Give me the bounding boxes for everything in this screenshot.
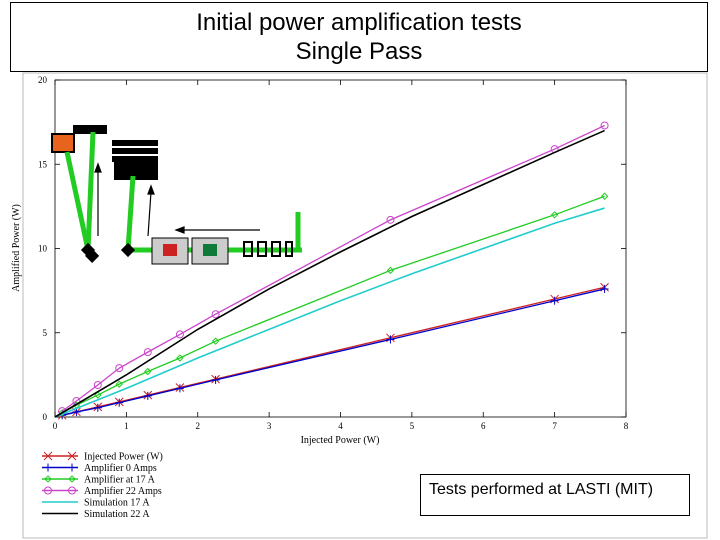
title-line-2: Single Pass [295,38,423,65]
series-line [61,286,605,416]
chart-legend: Injected Power (W)Amplifier 0 AmpsAmplif… [42,452,163,520]
series-line [61,288,605,416]
legend-item: Injected Power (W) [42,452,163,463]
x-tick-label: 1 [124,421,129,431]
data-point [143,348,152,357]
arrow-icons [94,162,260,237]
optical-setup-diagram [51,125,302,265]
data-point [115,364,124,373]
amplifier-stack-icon [112,140,158,180]
data-point [386,215,395,224]
data-point [44,486,52,495]
legend-item: Simulation 22 A [42,509,150,520]
series-line [61,124,605,412]
data-point [175,384,184,393]
series-line [61,195,605,414]
x-tick-label: 5 [410,421,415,431]
x-axis-label: Injected Power (W) [301,435,380,446]
caption: Tests performed at LASTI (MIT) [420,474,690,516]
legend-label: Amplifier at 17 A [84,475,156,486]
x-tick-label: 4 [338,421,343,431]
modulator-icons [151,237,293,265]
y-tick-label: 15 [38,159,48,169]
data-point [550,296,559,305]
mirror-icons [80,242,136,263]
data-point [115,380,123,388]
axis-ticks: 0 1 2 3 4 5 6 7 8 0 5 10 15 20 [38,75,629,431]
data-point [386,266,395,275]
y-tick-label: 20 [38,75,48,85]
y-axis-label: Amplified Power (W) [11,204,22,292]
data-point [211,375,220,384]
data-point [44,463,52,472]
data-point [600,284,609,293]
data-point [175,330,184,339]
legend-label: Amplifier 22 Amps [84,486,162,497]
data-point [115,398,124,407]
data-point [93,403,102,412]
y-tick-label: 5 [43,328,48,338]
data-point [68,475,76,483]
legend-item: Simulation 17 A [42,498,150,509]
x-tick-label: 0 [53,421,58,431]
series-simulation-17-a [54,207,605,418]
x-tick-label: 6 [481,421,486,431]
data-point [144,367,152,376]
data-point [44,475,52,483]
data-point [600,121,609,130]
series-amplifier-0-amps [58,284,609,420]
data-point [94,391,102,399]
figure-frame [22,72,708,539]
data-point [72,407,81,416]
legend-label: Injected Power (W) [84,452,163,463]
data-point [93,380,102,389]
legend-item: Amplifier 22 Amps [42,486,162,497]
data-point [211,310,220,319]
x-tick-label: 7 [552,421,557,431]
beam-path [64,131,302,253]
x-tick-label: 3 [267,421,272,431]
chart-series [54,121,609,420]
y-tick-label: 10 [38,244,48,254]
slide-title: Initial power amplification tests Single… [10,2,708,72]
data-point [43,451,53,461]
y-tick-label: 0 [43,412,48,422]
series-simulation-22-a [54,129,605,418]
isolator-block-icon [73,125,107,134]
data-point [600,192,609,200]
data-point [176,354,184,362]
data-point [550,211,559,219]
data-point [68,463,76,472]
legend-label: Simulation 17 A [84,498,150,509]
x-tick-label: 8 [624,421,629,431]
legend-label: Simulation 22 A [84,509,150,520]
laser-source-icon [51,133,75,153]
legend-label: Amplifier 0 Amps [84,463,157,474]
legend-item: Amplifier 0 Amps [42,463,157,474]
series-amplifier-22-amps [58,121,609,416]
data-point [386,335,395,344]
data-point [67,451,77,461]
data-point [143,391,152,400]
series-line [54,207,605,418]
legend-item: Amplifier at 17 A [42,475,156,486]
series-line [54,129,605,418]
data-point [211,337,220,345]
data-point [68,486,76,495]
title-line-1: Initial power amplification tests [196,9,522,36]
x-tick-label: 2 [196,421,201,431]
